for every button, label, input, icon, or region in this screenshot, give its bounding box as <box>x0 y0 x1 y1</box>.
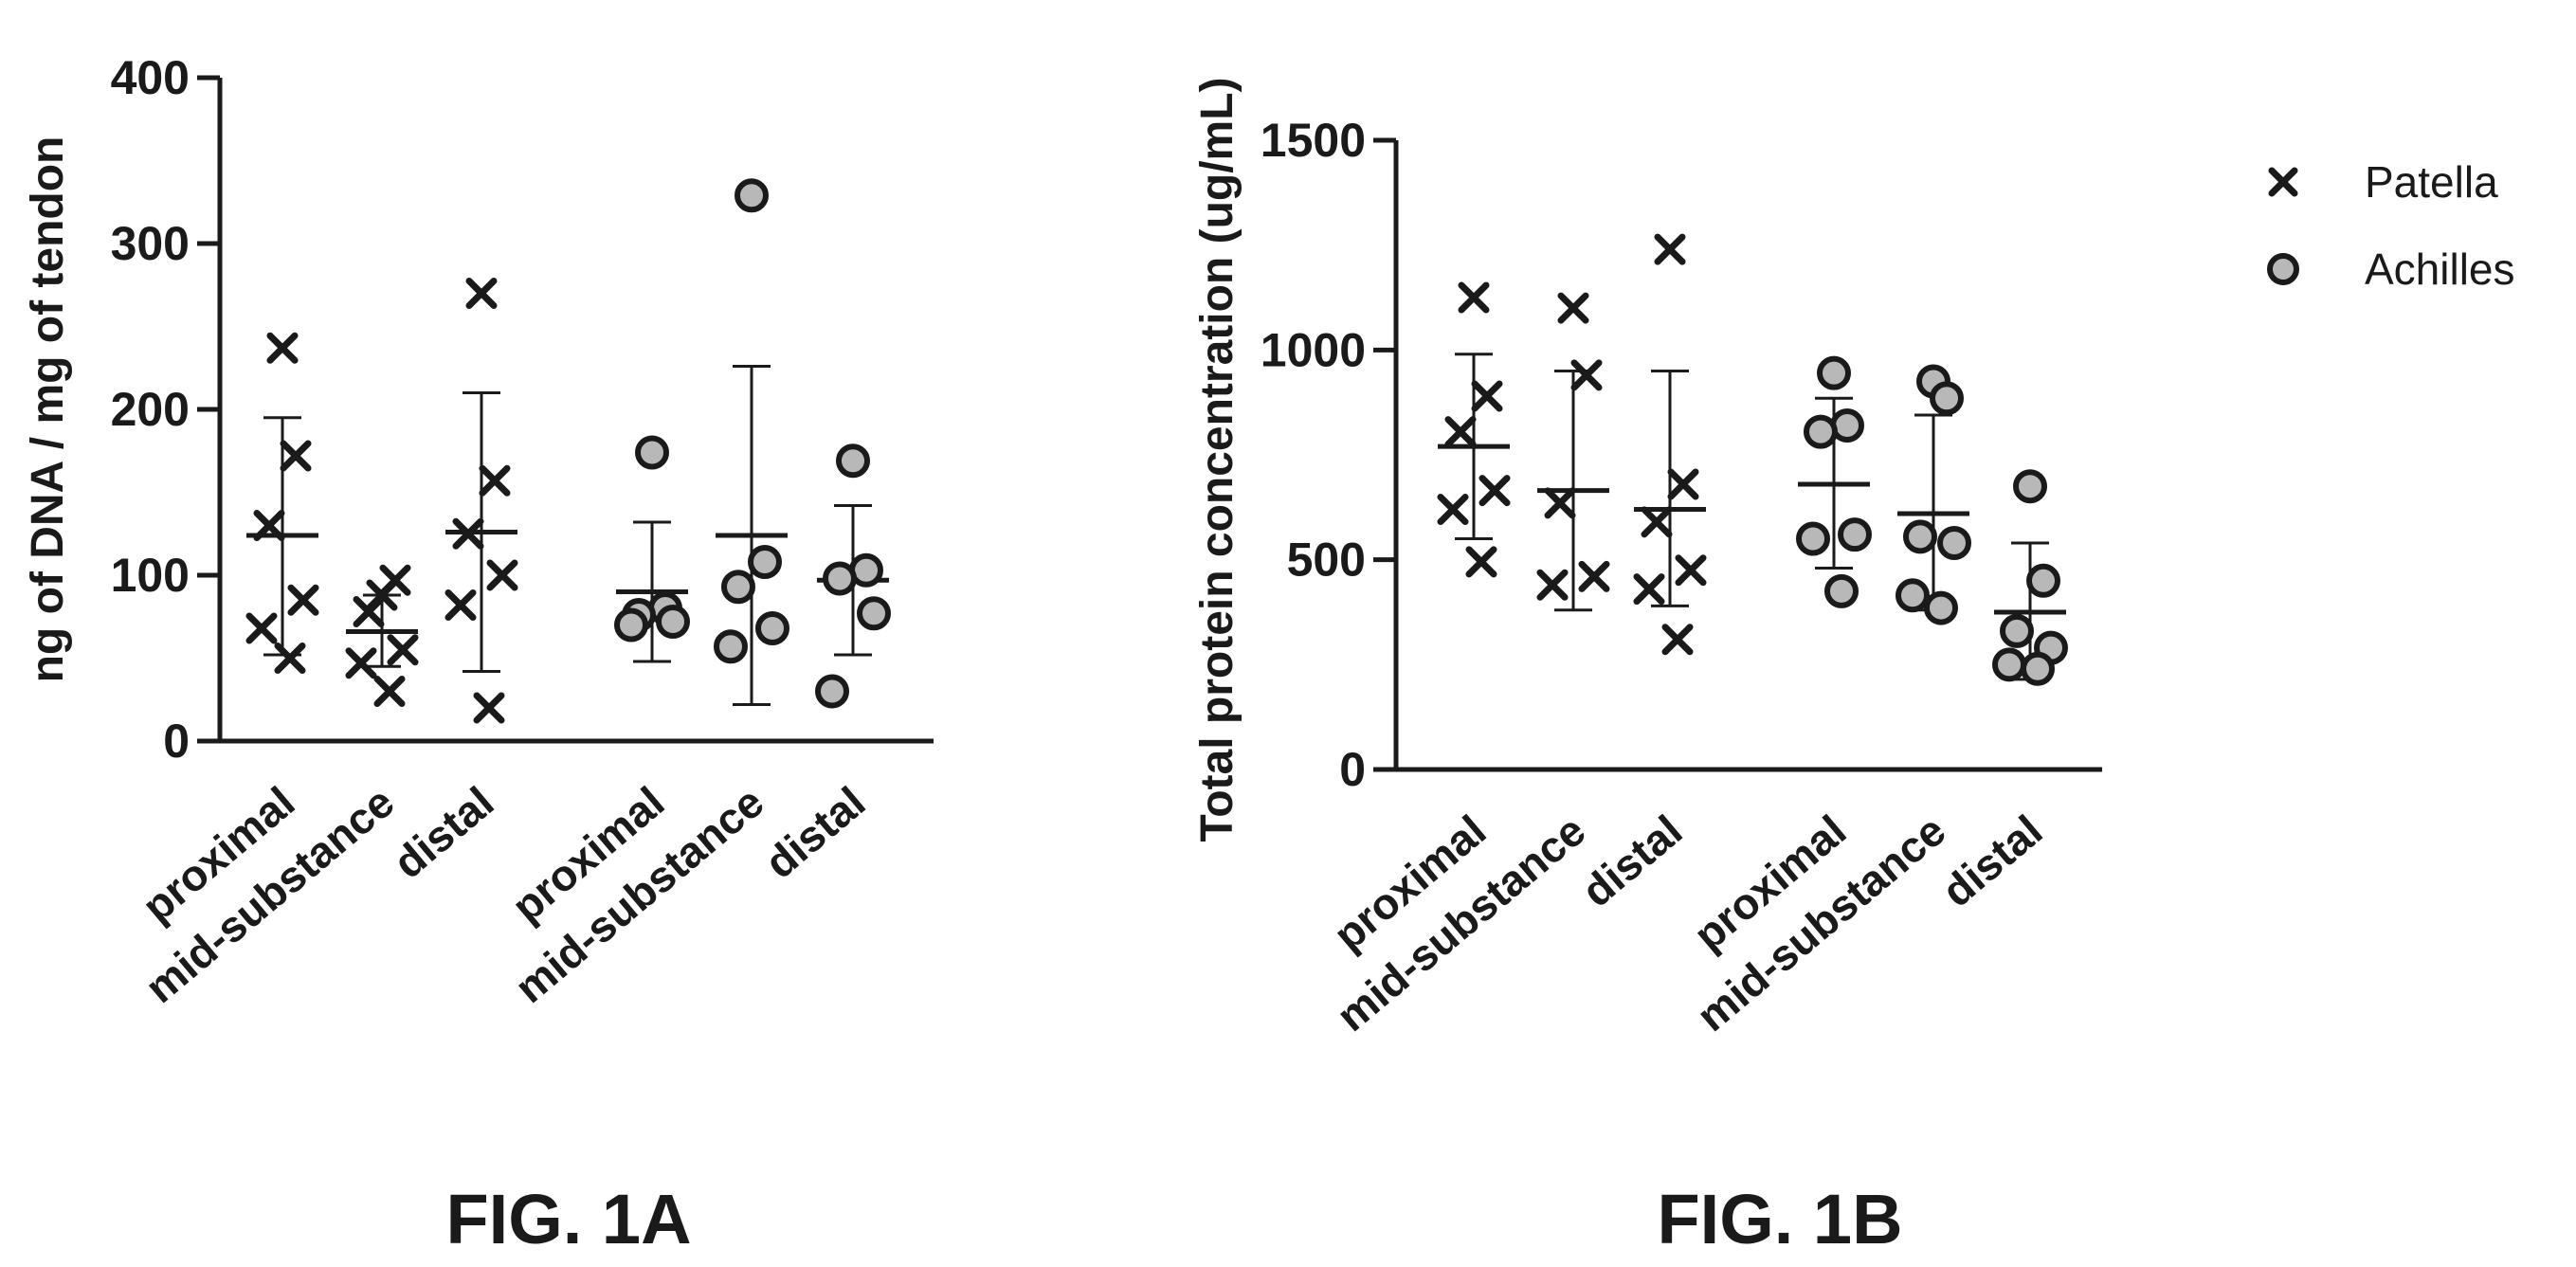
fig1b-error-bars <box>1438 353 2066 681</box>
data-point-achilles <box>1903 519 1937 554</box>
y-tick-label: 500 <box>1287 534 1366 587</box>
fig1b-y-axis-label: Total protein concentration (ug/mL) <box>1192 77 1243 842</box>
fig1b-points <box>1437 233 2068 686</box>
data-point-patella <box>1661 624 1694 656</box>
y-tick-label: 400 <box>111 51 190 104</box>
y-tick-label: 100 <box>111 549 190 602</box>
category-label: distal <box>1572 805 1691 916</box>
data-point-patella <box>479 464 511 497</box>
y-tick-label: 1000 <box>1261 323 1366 376</box>
data-point-achilles <box>748 545 782 579</box>
data-point-patella <box>245 612 278 644</box>
data-point-achilles <box>815 674 849 709</box>
data-point-patella <box>473 692 505 724</box>
category-label: distal <box>1932 805 2051 916</box>
data-point-patella <box>1544 487 1576 519</box>
data-point-patella <box>1633 573 1665 606</box>
data-point-achilles <box>714 629 748 664</box>
data-point-achilles <box>721 570 755 605</box>
data-point-achilles <box>836 443 870 479</box>
data-point-achilles <box>2026 563 2060 598</box>
fig1b-y-ticks: 0 500 1000 1500 <box>1261 114 1396 796</box>
data-point-patella <box>465 278 498 309</box>
data-point-patella <box>1578 560 1610 592</box>
data-point-patella <box>444 589 477 621</box>
category-label: distal <box>755 777 874 888</box>
data-point-patella <box>379 564 411 596</box>
data-point-patella <box>1465 546 1497 578</box>
data-point-patella <box>452 517 484 550</box>
y-tick-label: 300 <box>111 217 190 270</box>
data-point-achilles <box>1992 647 2026 682</box>
data-point-achilles <box>2013 469 2047 504</box>
data-point-patella <box>1667 468 1699 500</box>
legend: Patella Achilles <box>2267 157 2515 294</box>
panel-fig-1b: 0 500 1000 1500 proximalmid-substancedistal… <box>1192 77 2102 1258</box>
data-point-patella <box>280 440 312 472</box>
data-point-achilles <box>1930 381 1964 416</box>
data-point-achilles <box>614 607 648 643</box>
data-point-achilles <box>735 178 769 213</box>
legend-marker-patella-icon <box>2268 167 2298 197</box>
y-tick-label: 200 <box>111 383 190 436</box>
data-point-patella <box>345 647 377 679</box>
data-point-patella <box>253 510 285 541</box>
fig1a-y-ticks: 0 100 200 300 400 <box>111 51 220 768</box>
legend-label-patella: Patella <box>2365 157 2498 207</box>
data-point-patella <box>1570 359 1603 391</box>
data-point-patella <box>274 643 306 674</box>
data-point-patella <box>1536 569 1569 601</box>
data-point-achilles <box>2000 613 2034 648</box>
data-point-achilles <box>1804 414 1838 449</box>
data-point-patella <box>287 584 319 616</box>
fig1a-figure-label: FIG. 1A <box>445 1180 691 1258</box>
data-point-patella <box>1654 233 1686 265</box>
data-point-patella <box>353 596 385 627</box>
data-point-patella <box>266 332 299 364</box>
data-point-achilles <box>1796 521 1830 556</box>
data-point-patella <box>373 676 406 707</box>
data-point-achilles <box>656 605 690 639</box>
data-point-patella <box>1458 281 1490 314</box>
data-point-achilles <box>857 596 891 631</box>
fig1a-error-bars <box>246 365 889 706</box>
y-tick-label: 0 <box>163 715 190 768</box>
data-point-achilles <box>1838 517 1872 552</box>
data-point-achilles <box>1817 355 1851 390</box>
data-point-patella <box>1675 554 1707 587</box>
data-point-achilles <box>2021 651 2055 686</box>
data-point-patella <box>1444 416 1477 448</box>
data-point-patella <box>387 634 419 666</box>
category-label: distal <box>384 777 502 888</box>
fig1b-category-labels: proximalmid-substancedistalproximalmid-s… <box>1324 805 2051 1041</box>
legend-label-achilles: Achilles <box>2365 244 2515 294</box>
data-point-achilles <box>1896 578 1930 613</box>
data-point-achilles <box>823 561 857 596</box>
data-point-patella <box>1478 475 1511 507</box>
y-tick-label: 0 <box>1339 743 1366 796</box>
fig1b-figure-label: FIG. 1B <box>1657 1180 1902 1258</box>
data-point-achilles <box>1824 573 1859 608</box>
data-point-achilles <box>635 435 669 470</box>
fig1a-points <box>245 178 891 724</box>
data-point-achilles <box>1937 525 1971 560</box>
data-point-achilles <box>1924 590 1958 625</box>
data-point-patella <box>1641 506 1673 538</box>
data-point-patella <box>1437 494 1469 526</box>
panel-fig-1a: 0 100 200 300 400 proximalmid-substancedista… <box>23 51 934 1258</box>
y-tick-label: 1500 <box>1261 114 1366 167</box>
data-point-patella <box>1471 380 1503 412</box>
fig1a-y-axis-label: ng of DNA / mg of tendon <box>23 136 73 683</box>
data-point-patella <box>1557 292 1589 324</box>
data-point-patella <box>486 559 518 591</box>
legend-marker-achilles-icon <box>2267 253 2299 285</box>
data-point-achilles <box>755 611 789 645</box>
